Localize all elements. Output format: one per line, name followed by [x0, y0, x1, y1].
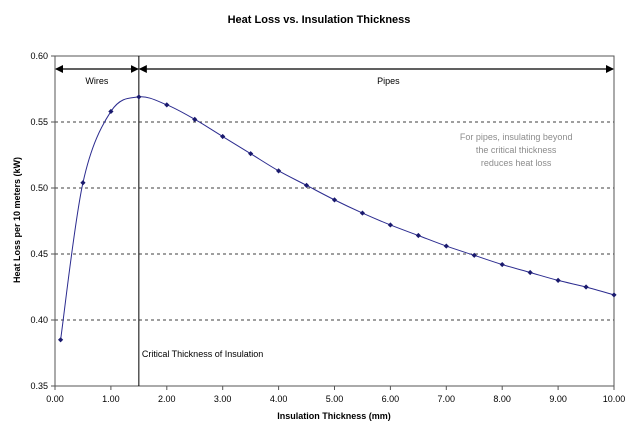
data-point [192, 116, 198, 122]
pipes-note-line: the critical thickness [476, 145, 557, 155]
axes [51, 55, 615, 390]
x-tick-label: 7.00 [438, 394, 456, 404]
x-tick-label: 9.00 [549, 394, 567, 404]
x-tick-label: 3.00 [214, 394, 232, 404]
data-point [499, 261, 505, 268]
data-point [276, 168, 282, 174]
x-tick-label: 8.00 [493, 394, 511, 404]
data-point [471, 252, 477, 258]
chart-title: Heat Loss vs. Insulation Thickness [228, 14, 411, 26]
x-tick-label: 0.00 [46, 394, 64, 404]
critical-thickness-label: Critical Thickness of Insulation [142, 349, 263, 359]
data-point [527, 269, 533, 276]
wires-label: Wires [85, 76, 108, 86]
series [57, 94, 617, 343]
pipes-note-line: For pipes, insulating beyond [460, 132, 573, 142]
x-tick-label: 5.00 [326, 394, 344, 404]
data-point [80, 180, 86, 186]
data-point [387, 222, 393, 228]
data-point [443, 243, 449, 249]
y-tick-label: 0.50 [30, 183, 48, 193]
x-axis-title: Insulation Thickness (mm) [277, 411, 391, 421]
y-tick-label: 0.55 [30, 117, 48, 127]
x-tick-label: 4.00 [270, 394, 288, 404]
data-point [359, 210, 366, 216]
annotations: Wires Pipes Critical Thickness of Insulati… [55, 56, 614, 386]
y-tick-label: 0.60 [30, 51, 48, 61]
data-point [164, 102, 170, 108]
x-tick-label: 10.00 [603, 394, 626, 404]
x-tick-label: 1.00 [102, 394, 120, 404]
data-point [248, 151, 254, 157]
data-point [555, 277, 561, 283]
data-point [220, 133, 226, 140]
data-point [303, 182, 310, 188]
y-tick-label: 0.35 [30, 381, 48, 391]
x-tick-label: 6.00 [382, 394, 400, 404]
data-point [57, 337, 64, 343]
tick-labels: 0.35 0.40 0.45 0.50 0.55 0.60 0.00 1.00 2.00 3.00… [30, 51, 625, 404]
y-axis-title: Heat Loss per 10 meters (kW) [12, 157, 22, 283]
data-point [108, 108, 114, 115]
y-tick-label: 0.40 [30, 315, 48, 325]
data-point [583, 284, 589, 290]
data-point [611, 292, 617, 298]
pipes-note-line: reduces heat loss [481, 158, 552, 168]
y-tick-label: 0.45 [30, 249, 48, 259]
data-point [331, 197, 338, 203]
x-tick-label: 2.00 [158, 394, 176, 404]
data-point [136, 94, 142, 100]
pipes-label: Pipes [377, 76, 400, 86]
data-point [415, 232, 421, 239]
